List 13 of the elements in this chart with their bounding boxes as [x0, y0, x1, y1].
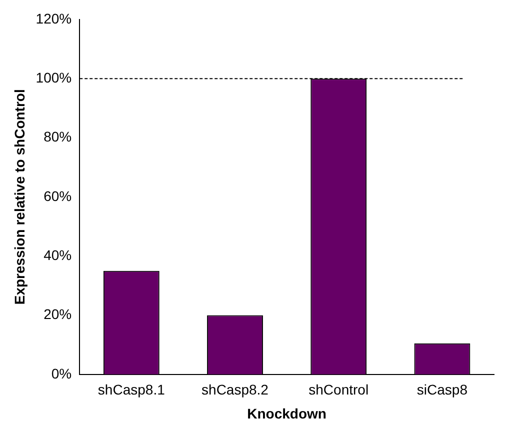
y-tick-label: 40%	[44, 246, 72, 263]
y-tick-label: 80%	[44, 128, 72, 145]
y-tick-label: 60%	[44, 188, 72, 204]
y-tick-label: 20%	[44, 306, 72, 322]
y-tick-label: 100%	[36, 69, 72, 86]
y-axis-title: Expression relative to shControl	[11, 89, 28, 305]
y-tick-label: 120%	[36, 10, 72, 26]
x-tick-label: siCasp8	[416, 382, 468, 398]
y-tick-label: 0%	[51, 365, 72, 382]
x-axis-title: Knockdown	[247, 405, 326, 422]
x-tick-label: shCasp8.2	[202, 382, 269, 398]
x-tick-label: shCasp8.1	[98, 382, 166, 398]
x-tick-label: shControl	[308, 382, 369, 398]
